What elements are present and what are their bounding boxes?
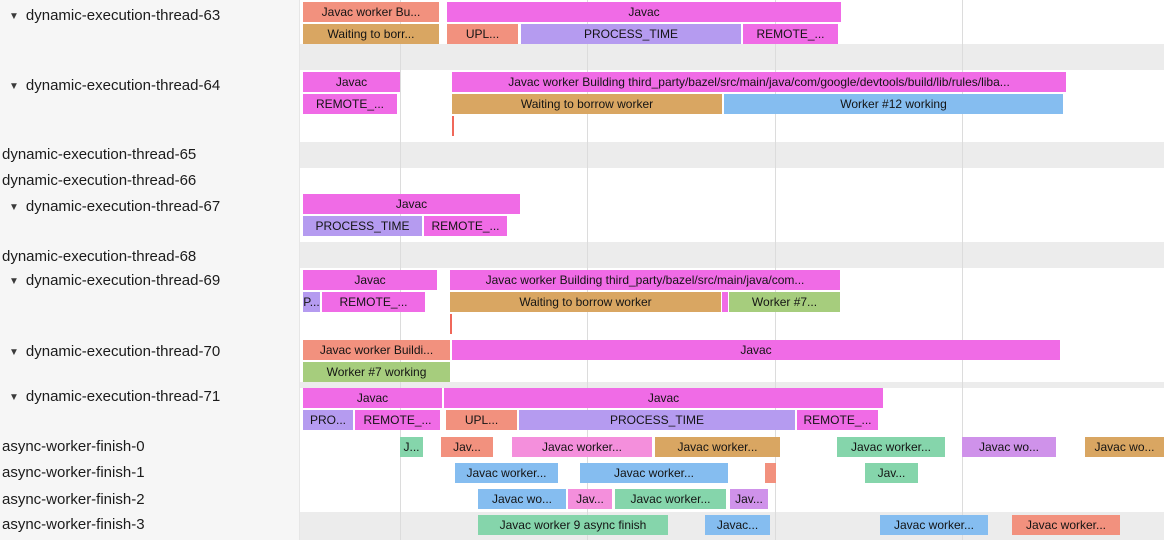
- row-stripe: [300, 142, 1164, 168]
- row-stripe: [300, 242, 1164, 268]
- trace-slice[interactable]: UPL...: [447, 24, 518, 44]
- trace-slice[interactable]: Waiting to borrow worker: [450, 292, 721, 312]
- trace-slice[interactable]: Jav...: [568, 489, 612, 509]
- trace-slice[interactable]: Javac worker Building third_party/bazel/…: [452, 72, 1066, 92]
- thread-label-text: dynamic-execution-thread-65: [2, 146, 197, 163]
- thread-label[interactable]: async-worker-finish-0: [0, 434, 145, 460]
- trace-slice[interactable]: Javac: [444, 388, 883, 408]
- trace-slice[interactable]: Javac: [303, 270, 437, 290]
- thread-label-text: dynamic-execution-thread-66: [2, 172, 197, 189]
- trace-slice[interactable]: [765, 463, 776, 483]
- trace-slice[interactable]: PROCESS_TIME: [303, 216, 422, 236]
- thread-label[interactable]: ▼ dynamic-execution-thread-70: [0, 339, 220, 365]
- thread-label-text: async-worker-finish-3: [2, 516, 145, 533]
- trace-slice[interactable]: Jav...: [865, 463, 918, 483]
- trace-slice[interactable]: REMOTE_...: [322, 292, 425, 312]
- thread-label-text: dynamic-execution-thread-68: [2, 248, 197, 265]
- trace-slice[interactable]: Javac: [452, 340, 1060, 360]
- thread-label-text: async-worker-finish-2: [2, 491, 145, 508]
- thread-label-text: dynamic-execution-thread-67: [25, 198, 221, 215]
- trace-slice[interactable]: Javac: [303, 388, 442, 408]
- trace-slice[interactable]: REMOTE_...: [797, 410, 878, 430]
- trace-slice[interactable]: P...: [303, 292, 320, 312]
- time-gridline: [962, 0, 963, 540]
- trace-slice[interactable]: Javac worker...: [1012, 515, 1120, 535]
- collapse-triangle-icon[interactable]: ▼: [9, 11, 19, 22]
- thread-label[interactable]: async-worker-finish-2: [0, 487, 145, 513]
- thread-label[interactable]: dynamic-execution-thread-66: [0, 168, 196, 194]
- thread-label[interactable]: ▼ dynamic-execution-thread-64: [0, 73, 220, 99]
- trace-slice[interactable]: Waiting to borr...: [303, 24, 439, 44]
- collapse-triangle-icon[interactable]: ▼: [9, 347, 19, 358]
- trace-slice[interactable]: Javac worker Buildi...: [303, 340, 450, 360]
- trace-slice[interactable]: Javac worker Bu...: [303, 2, 439, 22]
- collapse-triangle-icon[interactable]: ▼: [9, 81, 19, 92]
- thread-label[interactable]: dynamic-execution-thread-68: [0, 244, 196, 270]
- trace-slice[interactable]: Javac worker...: [655, 437, 780, 457]
- trace-slice[interactable]: UPL...: [446, 410, 517, 430]
- trace-slice[interactable]: Javac worker...: [580, 463, 728, 483]
- trace-slice[interactable]: Javac worker...: [880, 515, 988, 535]
- thread-label[interactable]: async-worker-finish-1: [0, 460, 145, 486]
- trace-slice[interactable]: Jav...: [730, 489, 768, 509]
- trace-slice[interactable]: Worker #12 working: [724, 94, 1063, 114]
- thread-label[interactable]: dynamic-execution-thread-65: [0, 142, 196, 168]
- trace-slice[interactable]: PRO...: [303, 410, 353, 430]
- trace-slice[interactable]: Worker #7...: [729, 292, 840, 312]
- trace-tick[interactable]: [452, 116, 454, 136]
- thread-label-text: async-worker-finish-0: [2, 438, 145, 455]
- trace-slice[interactable]: PROCESS_TIME: [521, 24, 741, 44]
- thread-label-text: dynamic-execution-thread-63: [25, 7, 221, 24]
- trace-slice[interactable]: Javac worker...: [455, 463, 558, 483]
- thread-label[interactable]: ▼ dynamic-execution-thread-71: [0, 384, 220, 410]
- trace-slice[interactable]: Jav...: [441, 437, 493, 457]
- trace-slice[interactable]: Javac: [447, 2, 841, 22]
- trace-slice[interactable]: Javac: [303, 194, 520, 214]
- trace-slice[interactable]: REMOTE_...: [424, 216, 507, 236]
- thread-label[interactable]: ▼ dynamic-execution-thread-67: [0, 194, 220, 220]
- trace-tick[interactable]: [450, 314, 452, 334]
- trace-slice[interactable]: Javac: [303, 72, 400, 92]
- trace-slice[interactable]: Javac wo...: [962, 437, 1056, 457]
- trace-slice[interactable]: Javac worker...: [512, 437, 652, 457]
- thread-label-text: dynamic-execution-thread-64: [25, 77, 221, 94]
- trace-slice[interactable]: Waiting to borrow worker: [452, 94, 722, 114]
- trace-slice[interactable]: REMOTE_...: [355, 410, 440, 430]
- trace-slice[interactable]: Javac worker...: [615, 489, 726, 509]
- collapse-triangle-icon[interactable]: ▼: [9, 202, 19, 213]
- trace-slice[interactable]: Javac wo...: [1085, 437, 1164, 457]
- thread-label-text: dynamic-execution-thread-71: [25, 388, 221, 405]
- trace-slice[interactable]: [722, 292, 728, 312]
- thread-label-text: dynamic-execution-thread-69: [25, 272, 221, 289]
- row-stripe: [300, 44, 1164, 70]
- trace-slice[interactable]: REMOTE_...: [743, 24, 838, 44]
- thread-label[interactable]: ▼ dynamic-execution-thread-69: [0, 268, 220, 294]
- trace-slice[interactable]: Javac worker 9 async finish: [478, 515, 668, 535]
- trace-slice[interactable]: Worker #7 working: [303, 362, 450, 382]
- trace-slice[interactable]: Javac...: [705, 515, 770, 535]
- trace-slice[interactable]: Javac worker Building third_party/bazel/…: [450, 270, 840, 290]
- thread-label-panel: ▼ dynamic-execution-thread-63 ▼ dynamic-exe…: [0, 0, 300, 540]
- row-stripe: [300, 382, 1164, 388]
- collapse-triangle-icon[interactable]: ▼: [9, 276, 19, 287]
- trace-slice[interactable]: REMOTE_...: [303, 94, 397, 114]
- trace-slice[interactable]: PROCESS_TIME: [519, 410, 795, 430]
- trace-slice[interactable]: J...: [400, 437, 423, 457]
- thread-label[interactable]: async-worker-finish-3: [0, 512, 145, 538]
- trace-slice[interactable]: Javac wo...: [478, 489, 566, 509]
- thread-label-text: async-worker-finish-1: [2, 464, 145, 481]
- thread-label-text: dynamic-execution-thread-70: [25, 343, 221, 360]
- collapse-triangle-icon[interactable]: ▼: [9, 392, 19, 403]
- trace-slice[interactable]: Javac worker...: [837, 437, 945, 457]
- thread-label[interactable]: ▼ dynamic-execution-thread-63: [0, 3, 220, 29]
